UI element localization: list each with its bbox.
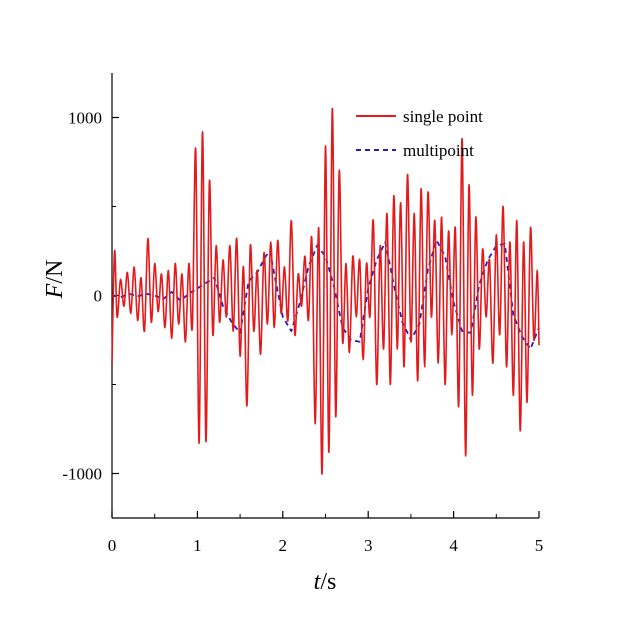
plot-area: 0 1 2 3 4 5 -1000 0 1000 bbox=[62, 73, 543, 555]
y-axis-title-unit: /N bbox=[42, 260, 68, 284]
x-tick-label: 1 bbox=[193, 536, 202, 555]
x-tick-label: 5 bbox=[535, 536, 544, 555]
x-tick-label: 2 bbox=[279, 536, 288, 555]
x-tick-label: 0 bbox=[108, 536, 117, 555]
x-axis-title-variable: t bbox=[314, 569, 322, 595]
series-line-multipoint bbox=[111, 239, 540, 350]
y-tick-label: 0 bbox=[94, 287, 103, 306]
x-tick-label: 3 bbox=[364, 536, 373, 555]
x-axis-title-unit: /s bbox=[320, 569, 336, 595]
y-axis-title: F/N bbox=[42, 260, 68, 300]
series-line-single-point bbox=[111, 107, 540, 475]
legend-label-multipoint: multipoint bbox=[403, 141, 474, 160]
y-tick-label: 1000 bbox=[68, 109, 102, 128]
y-axis-title-variable: F bbox=[42, 283, 68, 299]
legend-label-single-point: single point bbox=[403, 107, 483, 126]
legend-item-multipoint: multipoint bbox=[356, 141, 474, 160]
legend-item-single-point: single point bbox=[356, 107, 483, 126]
x-ticks bbox=[111, 511, 540, 518]
y-tick-label: -1000 bbox=[62, 465, 102, 484]
legend: single point multipoint bbox=[356, 107, 483, 160]
series-layer bbox=[111, 107, 540, 475]
y-tick-labels: -1000 0 1000 bbox=[62, 109, 102, 484]
x-tick-labels: 0 1 2 3 4 5 bbox=[108, 536, 544, 555]
x-tick-label: 4 bbox=[449, 536, 458, 555]
x-axis-title: t/s bbox=[314, 569, 337, 595]
